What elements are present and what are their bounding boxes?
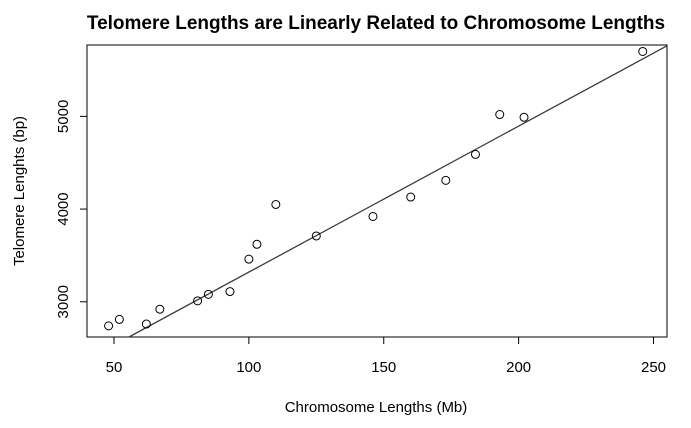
data-point (225, 287, 235, 297)
y-tick-label: 4000 (55, 192, 72, 225)
data-point (311, 231, 321, 241)
x-axis-label: Chromosome Lengths (Mb) (285, 399, 468, 416)
data-point (519, 112, 529, 122)
regression-line-layer (128, 45, 668, 338)
data-point (271, 199, 281, 209)
x-tick-label: 150 (371, 359, 396, 376)
data-points (104, 46, 648, 331)
data-point (114, 314, 124, 324)
data-point (244, 254, 254, 264)
data-point (155, 304, 165, 314)
x-tick-label: 50 (106, 359, 123, 376)
data-point (104, 321, 114, 331)
data-point (203, 289, 213, 299)
y-axis-label: Telomere Lenghts (bp) (11, 116, 28, 266)
data-point (141, 319, 151, 329)
data-point (441, 175, 451, 185)
chart-title: Telomere Lengths are Linearly Related to… (87, 13, 665, 34)
x-tick-label: 250 (641, 359, 666, 376)
data-point (495, 110, 505, 120)
x-tick-label: 200 (506, 359, 531, 376)
y-axis: 3000 4000 5000 (55, 100, 88, 318)
y-tick-label: 5000 (55, 100, 72, 133)
y-tick-label: 3000 (55, 285, 72, 318)
regression-line (128, 45, 668, 338)
data-point (193, 296, 203, 306)
data-point (252, 239, 262, 249)
data-point (470, 149, 480, 159)
data-point (638, 46, 648, 56)
x-tick-label: 100 (236, 359, 261, 376)
data-point (406, 192, 416, 202)
plot-area (86, 44, 668, 338)
x-axis: 50 100 150 200 250 (106, 336, 666, 376)
data-point (368, 211, 378, 221)
